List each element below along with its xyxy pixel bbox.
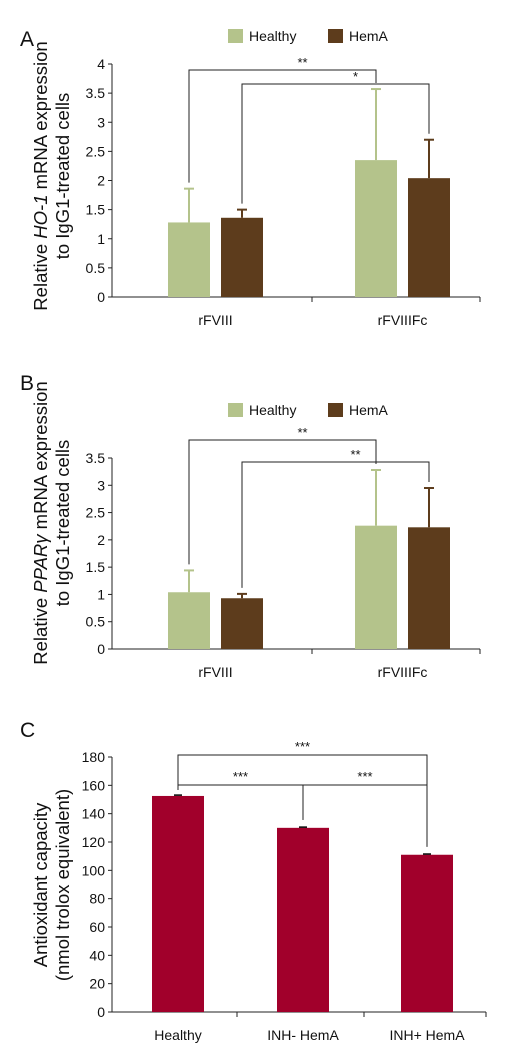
y-tick-label: 180 <box>82 749 106 765</box>
x-tick-label: Healthy <box>154 1027 201 1043</box>
bar-healthy-rfviiifc <box>355 160 397 297</box>
legend-label-healthy: Healthy <box>249 28 296 44</box>
significance-marker: *** <box>357 769 372 784</box>
legend-label-hema: HemA <box>349 28 389 44</box>
significance-marker: ** <box>297 425 307 440</box>
panel-a: A Healthy HemA 0 0.5 1 1.5 2 2.5 3 3.5 4 rFVIII rFVII… <box>0 0 520 350</box>
y-axis-label-line1: Relative HO-1 mRNA expression <box>30 41 51 310</box>
legend-label-healthy: Healthy <box>249 402 296 418</box>
y-tick-label: 40 <box>89 947 105 963</box>
x-tick-label: rFVIIIFc <box>378 664 428 680</box>
bar-hema-rfviiifc <box>408 178 450 297</box>
y-tick-label: 100 <box>82 862 106 878</box>
bar-healthy-rfviiifc <box>355 525 397 649</box>
bar-hema-rfviiifc <box>408 527 450 649</box>
x-tick-label: INH- HemA <box>267 1027 339 1043</box>
y-tick-label: 3.5 <box>86 450 106 466</box>
y-tick-label: 1.5 <box>86 202 106 218</box>
bar-healthy-rfviii <box>168 592 210 649</box>
legend-swatch-hema <box>328 403 343 417</box>
y-axis-label-gene: HO-1 <box>30 195 51 239</box>
y-tick-label: 0.5 <box>86 614 106 630</box>
significance-marker: * <box>353 69 358 84</box>
panel-label: A <box>20 28 34 51</box>
y-tick-label: 0 <box>97 641 105 657</box>
significance-marker: ** <box>297 55 307 70</box>
significance-marker: *** <box>295 739 310 754</box>
panel-b: B Healthy HemA 0 0.5 1 1.5 2 2.5 3 3.5 rFVIII rFVIII… <box>0 355 520 695</box>
significance-marker: ** <box>350 447 360 462</box>
y-axis-label-prefix: Relative <box>30 593 51 665</box>
y-tick-label: 3 <box>97 477 105 493</box>
y-tick-label: 60 <box>89 919 105 935</box>
y-tick-label: 1 <box>97 231 105 247</box>
y-axis-label-line2: (nmol trolox equivalent) <box>52 789 73 981</box>
chart-b: B Healthy HemA 0 0.5 1 1.5 2 2.5 3 3.5 rFVIII rFVIII… <box>20 372 481 680</box>
y-tick-label: 2 <box>97 532 105 548</box>
y-tick-label: 0 <box>97 289 105 305</box>
y-tick-label: 4 <box>97 56 105 72</box>
y-tick-label: 140 <box>82 806 106 822</box>
panel-label: B <box>20 372 34 395</box>
y-axis-label-line2: to IgG1-treated cells <box>52 93 73 260</box>
y-tick-label: 120 <box>82 834 106 850</box>
chart-a: A Healthy HemA 0 0.5 1 1.5 2 2.5 3 3.5 4 rFVIII rFVII… <box>20 28 481 328</box>
significance-marker: *** <box>233 769 248 784</box>
legend-swatch-hema <box>328 29 343 43</box>
y-tick-label: 3.5 <box>86 85 106 101</box>
legend-swatch-healthy <box>228 403 243 417</box>
legend-label-hema: HemA <box>349 402 389 418</box>
y-axis-label-line1: Relative PPARγ mRNA expression <box>30 381 51 664</box>
bar-hema-rfviii <box>221 217 263 297</box>
y-tick-label: 2.5 <box>86 505 106 521</box>
bar-inh-hema <box>401 854 453 1012</box>
bar-inh-hema <box>277 827 329 1012</box>
y-tick-label: 160 <box>82 777 106 793</box>
y-axis-label-line1: Antioxidant capacity <box>30 802 51 967</box>
x-tick-label: rFVIII <box>198 664 232 680</box>
y-tick-label: 1.5 <box>86 559 106 575</box>
significance-bracket <box>188 69 377 183</box>
y-tick-label: 80 <box>89 891 105 907</box>
y-axis-label-gene: PPARγ <box>30 533 51 593</box>
y-tick-label: 3 <box>97 114 105 130</box>
y-tick-label: 1 <box>97 586 105 602</box>
y-tick-label: 20 <box>89 976 105 992</box>
bar-hema-rfviii <box>221 598 263 649</box>
y-tick-label: 2 <box>97 173 105 189</box>
x-tick-label: rFVIIIFc <box>378 312 428 328</box>
y-tick-label: 2.5 <box>86 143 106 159</box>
bar-healthy <box>152 795 204 1012</box>
y-tick-label: 0 <box>97 1004 105 1020</box>
bar-healthy-rfviii <box>168 222 210 297</box>
panel-label: C <box>20 719 35 742</box>
y-tick-label: 0.5 <box>86 260 106 276</box>
legend-swatch-healthy <box>228 29 243 43</box>
significance-bracket <box>241 83 430 204</box>
y-axis-label-prefix: Relative <box>30 239 51 311</box>
y-axis-label-suffix: mRNA expression <box>30 381 51 534</box>
y-axis-label-suffix: mRNA expression <box>30 41 51 194</box>
significance-bracket <box>241 461 430 588</box>
significance-bracket <box>188 439 377 565</box>
chart-c: C 0 20 40 60 80 100 120 140 160 180 Healthy INH- Hem… <box>20 719 487 1043</box>
panel-c: C 0 20 40 60 80 100 120 140 160 180 Healthy INH- Hem… <box>0 705 520 1062</box>
significance-bracket <box>302 784 428 847</box>
x-tick-label: rFVIII <box>198 312 232 328</box>
x-tick-label: INH+ HemA <box>389 1027 465 1043</box>
y-axis-label-line2: to IgG1-treated cells <box>52 440 73 607</box>
